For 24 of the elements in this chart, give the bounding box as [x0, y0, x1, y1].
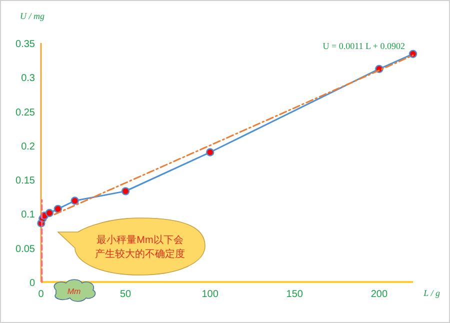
point [54, 204, 62, 214]
y-tick-label: 0.05 [16, 244, 36, 255]
y-tick-label: 0.2 [21, 141, 36, 152]
y-tick-label: 0.3 [21, 73, 36, 84]
y-tick-label: 0.15 [16, 176, 36, 187]
x-tick-label: 150 [286, 289, 304, 300]
x-tick-label: 100 [202, 289, 219, 300]
point [45, 208, 54, 218]
x-tick-label: 200 [370, 289, 388, 300]
x-tick-label: 50 [120, 289, 132, 300]
y-tick-label: 0 [29, 278, 36, 289]
annotation: 最小秤量Mm以下会产生较大的不确定度 [95, 234, 185, 260]
point [206, 148, 214, 156]
y-tick-label: 0.35 [16, 39, 36, 50]
x-axis-title: L / g [422, 288, 440, 298]
y-tick-label: 0.25 [16, 107, 36, 118]
annotation: U = 0.0011 L + 0.0902 [322, 40, 405, 51]
point [408, 50, 418, 58]
x-tick-label: 0 [38, 289, 44, 300]
y-axis-title: U / mg [20, 11, 45, 21]
text: Mm [67, 287, 81, 296]
y-tick-label: 0.1 [21, 210, 36, 221]
point [70, 196, 79, 205]
point [121, 187, 130, 196]
